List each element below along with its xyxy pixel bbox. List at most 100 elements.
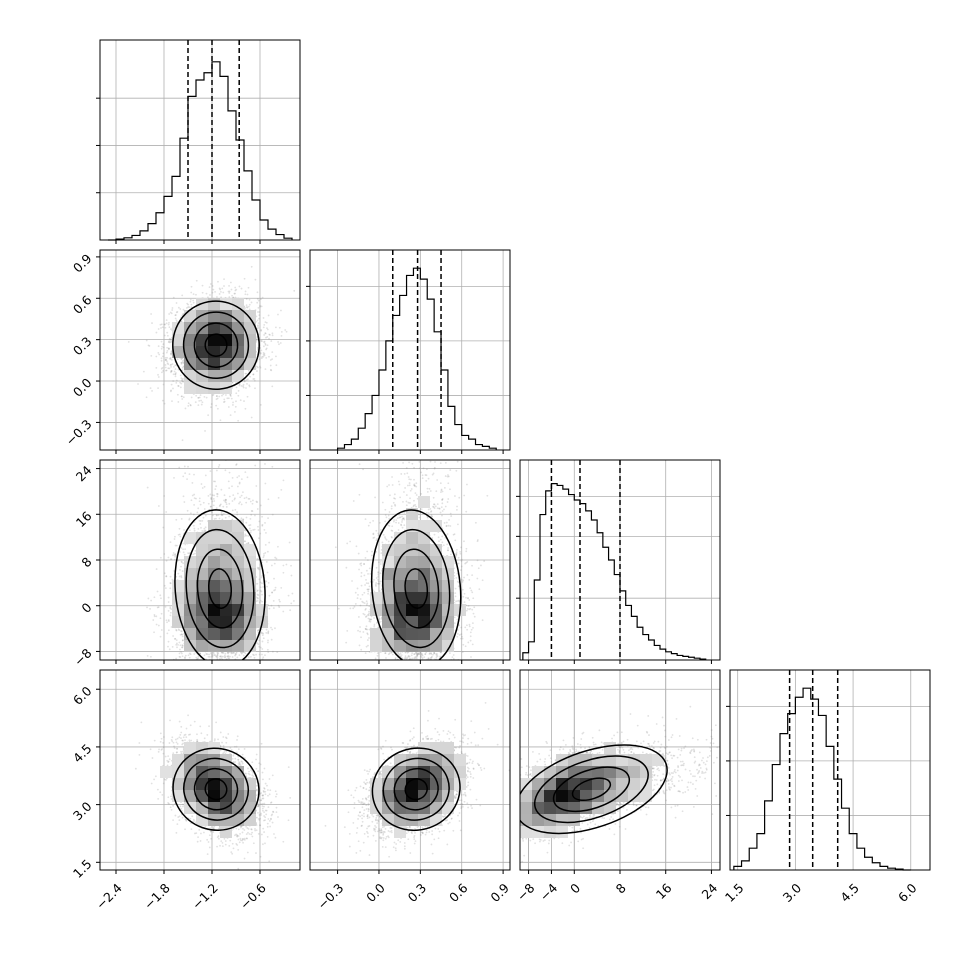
panel-content xyxy=(146,460,295,660)
scatter-point xyxy=(264,332,267,335)
scatter-point xyxy=(161,345,163,348)
density-cell xyxy=(208,370,220,382)
scatter-point xyxy=(249,375,252,378)
scatter-point xyxy=(234,654,236,657)
scatter-point xyxy=(162,369,164,372)
scatter-point xyxy=(223,654,226,657)
density-cell xyxy=(184,346,196,358)
scatter-point xyxy=(280,309,282,312)
scatter-point xyxy=(157,373,159,376)
scatter-point xyxy=(197,396,200,399)
scatter-point xyxy=(195,293,197,296)
scatter-point xyxy=(221,518,224,521)
scatter-point xyxy=(230,397,233,400)
scatter-point xyxy=(168,313,171,315)
scatter-point xyxy=(166,346,169,349)
scatter-point xyxy=(170,370,173,373)
scatter-point xyxy=(254,278,257,281)
scatter-point xyxy=(221,287,224,290)
scatter-point xyxy=(243,277,246,280)
scatter-point xyxy=(181,439,184,442)
scatter-point xyxy=(248,384,251,387)
scatter-point xyxy=(186,478,188,481)
scatter-point xyxy=(177,306,180,309)
scatter-point xyxy=(180,547,183,549)
scatter-point xyxy=(246,395,249,398)
scatter-point xyxy=(246,306,249,309)
scatter-point xyxy=(256,370,258,372)
scatter-point xyxy=(199,394,202,397)
scatter-point xyxy=(217,280,219,283)
scatter-point xyxy=(162,346,165,349)
scatter-point xyxy=(170,389,172,392)
scatter-point xyxy=(163,323,166,326)
scatter-point xyxy=(172,296,175,299)
scatter-point xyxy=(203,395,206,398)
scatter-point xyxy=(174,314,177,317)
scatter-point xyxy=(223,278,225,281)
scatter-point xyxy=(261,653,263,656)
scatter-point xyxy=(243,380,246,383)
scatter-point xyxy=(168,337,171,340)
scatter-point xyxy=(180,576,183,579)
scatter-point xyxy=(198,396,201,399)
scatter-point xyxy=(145,339,148,342)
scatter-point xyxy=(240,287,243,290)
scatter-point xyxy=(174,364,177,367)
scatter-point xyxy=(190,291,193,294)
scatter-point xyxy=(164,358,167,361)
scatter-point xyxy=(167,367,170,370)
scatter-point xyxy=(238,502,240,505)
scatter-point xyxy=(175,372,177,374)
scatter-point xyxy=(210,498,213,501)
scatter-point xyxy=(225,394,227,396)
scatter-point xyxy=(205,292,208,295)
scatter-point xyxy=(189,653,192,656)
scatter-point xyxy=(147,344,150,347)
scatter-point xyxy=(221,651,224,654)
scatter-point xyxy=(175,643,178,646)
scatter-point xyxy=(155,355,158,358)
scatter-point xyxy=(261,523,264,526)
scatter-point xyxy=(201,530,204,532)
scatter-point xyxy=(259,581,262,584)
scatter-point xyxy=(170,363,172,366)
scatter-point xyxy=(180,320,183,323)
scatter-point xyxy=(275,355,277,358)
scatter-point xyxy=(271,351,274,353)
scatter-point xyxy=(166,331,169,334)
scatter-point xyxy=(228,284,230,287)
scatter-point xyxy=(253,379,256,382)
scatter-point xyxy=(224,655,227,658)
scatter-point xyxy=(271,358,274,361)
scatter-point xyxy=(189,403,192,406)
scatter-point xyxy=(221,394,223,397)
scatter-panel-1-0 xyxy=(96,249,301,454)
scatter-point xyxy=(211,291,214,294)
scatter-point xyxy=(195,497,197,500)
scatter-point xyxy=(169,328,172,331)
scatter-point xyxy=(192,299,195,302)
scatter-point xyxy=(166,356,168,359)
scatter-point xyxy=(205,396,208,399)
scatter-point xyxy=(188,656,191,659)
scatter-point xyxy=(173,370,176,373)
scatter-point xyxy=(256,582,259,585)
scatter-point xyxy=(170,340,173,343)
scatter-point xyxy=(165,369,167,372)
scatter-point xyxy=(223,400,226,403)
scatter-point xyxy=(258,311,261,313)
scatter-point xyxy=(193,527,196,530)
scatter-point xyxy=(165,319,168,322)
scatter-point xyxy=(278,343,280,346)
scatter-point xyxy=(212,288,215,291)
scatter-point xyxy=(166,334,169,337)
scatter-point xyxy=(243,400,245,402)
scatter-point xyxy=(177,533,180,536)
scatter-point xyxy=(273,577,275,580)
scatter-point xyxy=(240,517,243,520)
scatter-point xyxy=(193,653,196,655)
scatter-point xyxy=(164,326,167,329)
scatter-point xyxy=(243,380,246,382)
panel-frame xyxy=(729,669,931,871)
